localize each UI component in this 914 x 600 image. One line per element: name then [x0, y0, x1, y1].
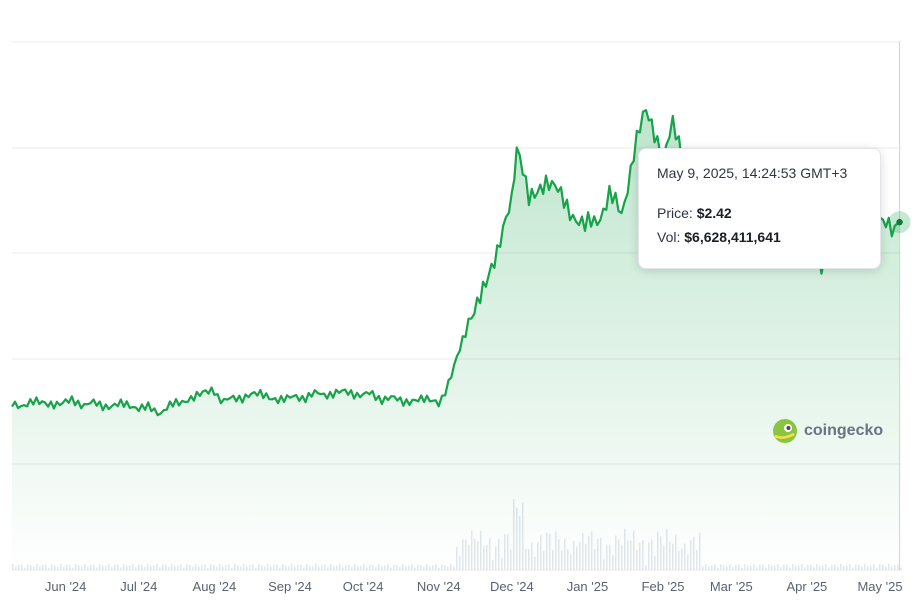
tooltip-volume-value: $6,628,411,641 [684, 229, 781, 245]
x-tick-label: Oct '24 [343, 579, 384, 594]
gecko-logo-icon [773, 419, 797, 443]
x-tick-label: May '25 [857, 579, 902, 594]
x-tick-label: Aug '24 [193, 579, 237, 594]
volume-bar [900, 567, 902, 570]
x-axis-ticks: Jun '24 Jul '24 Aug '24 Sep '24 Oct '24 Nov '… [45, 579, 903, 594]
x-tick-label: Jun '24 [45, 579, 87, 594]
price-tooltip: May 9, 2025, 14:24:53 GMT+3 Price: $2.42… [638, 148, 881, 269]
x-tick-label: Apr '25 [787, 579, 828, 594]
tooltip-date: May 9, 2025, 14:24:53 GMT+3 [657, 165, 848, 181]
tooltip-volume-row: Vol: $6,628,411,641 [657, 229, 862, 245]
x-tick-label: Feb '25 [642, 579, 685, 594]
hover-point [896, 218, 903, 226]
x-tick-label: Dec '24 [490, 579, 534, 594]
x-tick-label: Sep '24 [268, 579, 312, 594]
x-tick-label: Jan '25 [567, 579, 609, 594]
tooltip-price-value: $2.42 [696, 205, 732, 221]
watermark-text: coingecko [804, 422, 884, 439]
tooltip-price-row: Price: $2.42 [657, 205, 862, 221]
coingecko-watermark: coingecko [772, 417, 883, 445]
tooltip-price-label: Price: [657, 205, 693, 221]
tooltip-volume-label: Vol: [657, 229, 681, 245]
x-tick-label: Nov '24 [417, 579, 461, 594]
x-tick-label: Mar '25 [710, 579, 753, 594]
x-tick-label: Jul '24 [120, 579, 157, 594]
